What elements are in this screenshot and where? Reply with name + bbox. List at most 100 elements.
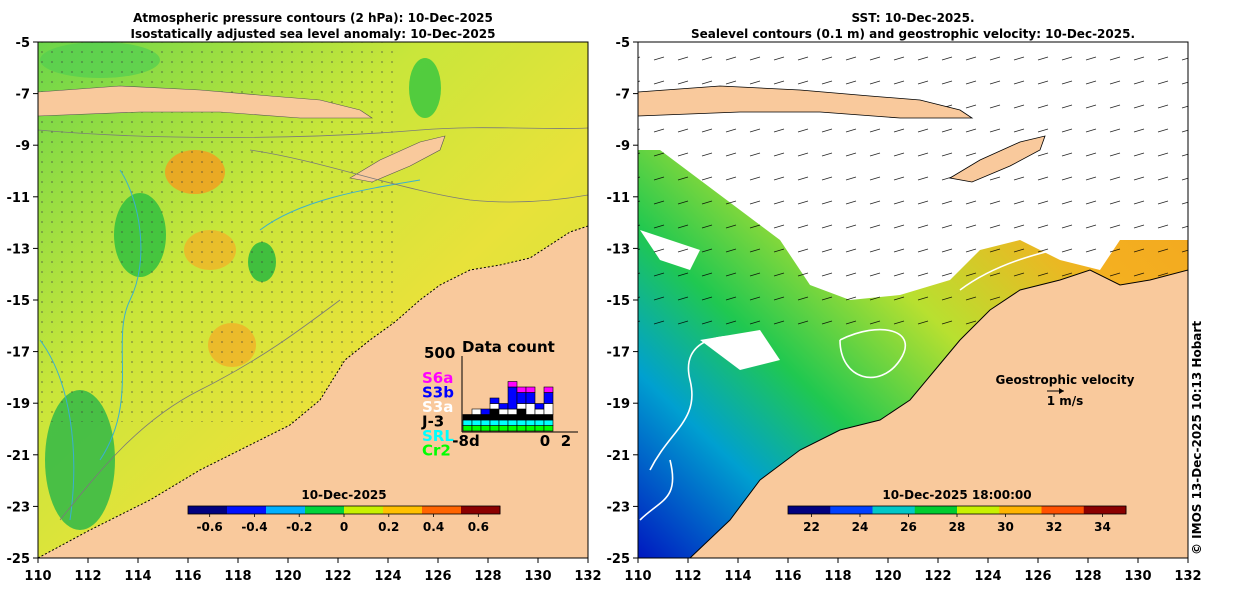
inset-bar-segment bbox=[534, 408, 545, 415]
x-tick-label: 122 bbox=[324, 569, 351, 584]
inset-bar-segment bbox=[507, 414, 518, 421]
x-tick-label: 110 bbox=[624, 569, 651, 584]
pressure-contour bbox=[99, 169, 142, 461]
land-timor bbox=[349, 135, 446, 183]
x-tick-label: 122 bbox=[924, 569, 951, 584]
colorbar-segment bbox=[422, 506, 462, 514]
left-map bbox=[38, 42, 588, 558]
inset-bar-segment bbox=[489, 419, 500, 426]
colorbar-segment bbox=[227, 506, 267, 514]
inset-bar-segment bbox=[471, 414, 482, 421]
sealevel-contour bbox=[649, 335, 761, 471]
sealevel-contour bbox=[639, 459, 674, 521]
bathymetry-contour bbox=[38, 127, 588, 138]
inset-bar-segment bbox=[489, 408, 500, 421]
colorbar-segment bbox=[788, 506, 831, 514]
colorbar-segment bbox=[830, 506, 873, 514]
x-tick-label: 120 bbox=[274, 569, 301, 584]
right-title-line1: SST: 10-Dec-2025. bbox=[851, 11, 975, 25]
colorbar-tick-label: 32 bbox=[1046, 520, 1063, 534]
inset-bar-segment bbox=[462, 414, 473, 421]
right-title-line2: Sealevel contours (0.1 m) and geostrophi… bbox=[691, 27, 1135, 41]
inset-max-label: 500 bbox=[424, 344, 455, 362]
land-java bbox=[38, 85, 373, 119]
inset-bar-segment bbox=[543, 414, 554, 421]
pressure-contour bbox=[39, 339, 75, 521]
colorbar-segment bbox=[188, 506, 228, 514]
colorbar-segment bbox=[957, 506, 1000, 514]
land-australia bbox=[689, 269, 1188, 558]
inset-bar-segment bbox=[480, 414, 491, 421]
inset-x-label: 2 bbox=[561, 432, 571, 450]
x-tick-label: 124 bbox=[374, 569, 401, 584]
inset-bar-segment bbox=[489, 425, 500, 432]
inset-bar-segment bbox=[525, 414, 536, 421]
inset-bar-segment bbox=[516, 419, 527, 426]
inset-satellite-label: S3a bbox=[422, 398, 453, 416]
x-tick-label: 124 bbox=[974, 569, 1001, 584]
credit-text: © IMOS 13-Dec-2025 10:13 Hobart bbox=[1190, 320, 1204, 555]
inset-bar-segment bbox=[543, 386, 554, 393]
inset-bar-segment bbox=[480, 425, 491, 432]
inset-bar-segment bbox=[543, 392, 554, 404]
inset-bar-segment bbox=[480, 408, 491, 415]
inset-bar-segment bbox=[525, 425, 536, 432]
inset-bar-segment bbox=[507, 425, 518, 432]
inset-bar-segment bbox=[534, 414, 545, 421]
velocity-legend: Geostrophic velocity 1 m/s bbox=[996, 373, 1135, 408]
colorbar-segment bbox=[383, 506, 423, 514]
inset-bar-segment bbox=[471, 408, 482, 415]
colorbar-tick-label: 22 bbox=[803, 520, 820, 534]
inset-bar-segment bbox=[534, 403, 545, 410]
left-title: Atmospheric pressure contours (2 hPa): 1… bbox=[38, 10, 588, 42]
y-tick-label: -23 bbox=[7, 500, 31, 515]
y-tick-label: -21 bbox=[7, 449, 31, 464]
x-tick-label: 130 bbox=[524, 569, 551, 584]
inset-bar-segment bbox=[498, 408, 509, 415]
x-tick-label: 116 bbox=[174, 569, 201, 584]
velocity-legend-label: Geostrophic velocity bbox=[996, 373, 1135, 387]
x-tick-label: 112 bbox=[74, 569, 101, 584]
inset-bar-segment bbox=[498, 403, 509, 410]
left-title-line2: Isostatically adjusted sea level anomaly… bbox=[130, 27, 496, 41]
y-tick-label: -13 bbox=[607, 242, 631, 257]
inset-bar-segment bbox=[489, 397, 500, 404]
colorbar-segment bbox=[872, 506, 916, 514]
colorbar-tick-label: 34 bbox=[1094, 520, 1111, 534]
colorbar-tick-label: 0.6 bbox=[468, 520, 489, 534]
right-colorbar: 10-Dec-2025 18:00:00 22 24 26 28 30 32 34 bbox=[787, 488, 1127, 534]
inset-bar-segment bbox=[507, 381, 518, 388]
y-tick-label: -21 bbox=[607, 449, 631, 464]
inset-bar-segment bbox=[543, 403, 554, 415]
x-tick-label: 130 bbox=[1124, 569, 1151, 584]
sealevel-contour bbox=[839, 328, 907, 379]
x-tick-label: 126 bbox=[424, 569, 451, 584]
colorbar-tick-label: 0.2 bbox=[378, 520, 399, 534]
colorbar-segment bbox=[999, 506, 1042, 514]
inset-bar-segment bbox=[534, 419, 545, 426]
colorbar-date: 10-Dec-2025 bbox=[301, 488, 386, 502]
inset-bar-segment bbox=[543, 425, 554, 432]
inset-x-label: -8d bbox=[452, 432, 479, 450]
y-tick-label: -13 bbox=[7, 242, 31, 257]
y-tick-label: -7 bbox=[16, 88, 30, 103]
inset-satellite-label: Cr2 bbox=[422, 442, 451, 460]
inset-bar-segment bbox=[480, 419, 491, 426]
inset-satellite-label: S6a bbox=[422, 369, 453, 387]
colorbar-tick-label: -0.6 bbox=[197, 520, 223, 534]
inset-bar-segment bbox=[516, 408, 527, 421]
x-tick-label: 118 bbox=[824, 569, 851, 584]
bathymetry-contour bbox=[59, 299, 341, 521]
x-tick-label: 110 bbox=[24, 569, 51, 584]
velocity-legend-scale: 1 m/s bbox=[1047, 394, 1084, 408]
inset-x-label: 0 bbox=[540, 432, 550, 450]
anomaly-cool-blob bbox=[45, 390, 115, 530]
x-tick-label: 114 bbox=[724, 569, 751, 584]
y-tick-label: -17 bbox=[607, 346, 631, 361]
inset-bar-segment bbox=[507, 386, 518, 410]
colorbar-tick-label: 26 bbox=[900, 520, 917, 534]
y-tick-label: -23 bbox=[607, 500, 631, 515]
axes: 110 112 114 116 118 120 122 124 126 128 130 132 -5 -7… bbox=[7, 36, 1202, 584]
